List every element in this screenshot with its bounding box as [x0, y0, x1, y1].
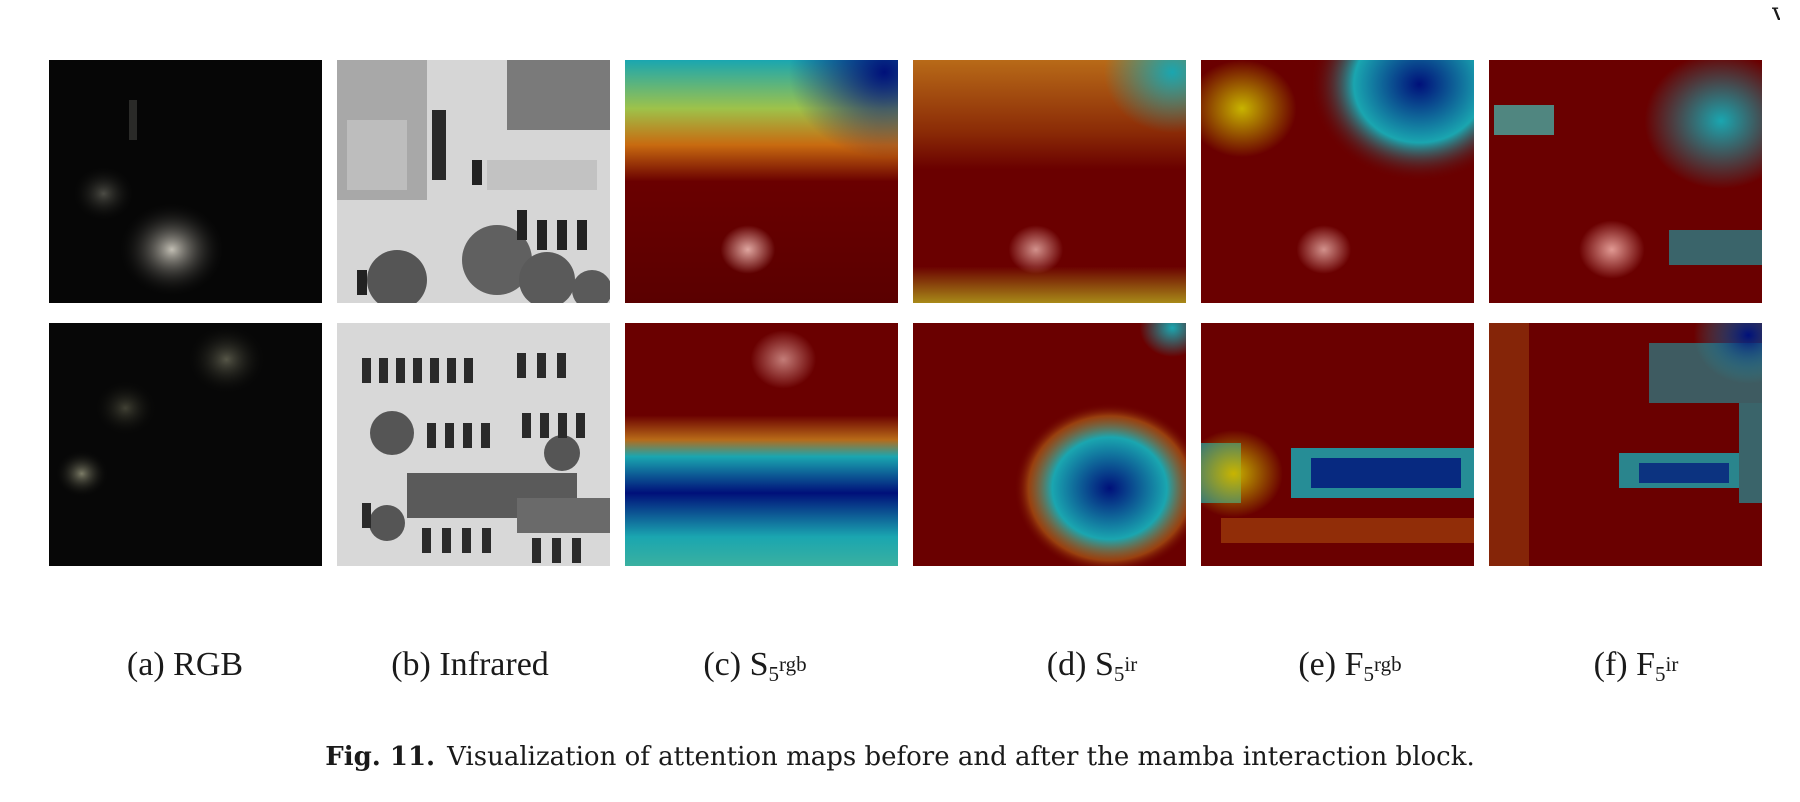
column-label-rgb: (a) RGB [126, 646, 244, 683]
rgb-image-2 [49, 323, 322, 566]
figure-number: Fig. 11. [325, 742, 436, 772]
panel-row2-f5-ir [1489, 323, 1762, 566]
caption-text: Visualization of attention maps before a… [447, 742, 1475, 772]
column-label-s5-ir: (d) S5ir [1046, 646, 1138, 686]
attention-map-s5-rgb-1 [625, 60, 898, 303]
attention-map-s5-ir-1 [913, 60, 1186, 303]
panel-row1-rgb [49, 60, 322, 303]
column-label-s5-rgb: (c) S5rgb [703, 646, 807, 686]
figure-caption: Fig. 11. Visualization of attention maps … [0, 742, 1800, 772]
column-label-f5-rgb: (e) F5rgb [1298, 646, 1402, 686]
panel-row2-infrared [337, 323, 610, 566]
infrared-image-2 [337, 323, 610, 566]
panel-row1-f5-ir [1489, 60, 1762, 303]
attention-map-f5-ir-1 [1489, 60, 1762, 303]
rgb-image-1 [49, 60, 322, 303]
panel-row2-s5-rgb [625, 323, 898, 566]
attention-map-f5-rgb-1 [1201, 60, 1474, 303]
attention-map-s5-rgb-2 [625, 323, 898, 566]
column-label-f5-ir: (f) F5ir [1593, 646, 1679, 686]
figure-grid [49, 60, 1762, 566]
attention-map-f5-ir-2 [1489, 323, 1762, 566]
attention-map-s5-ir-2 [913, 323, 1186, 566]
panel-row2-f5-rgb [1201, 323, 1474, 566]
panel-row1-f5-rgb [1201, 60, 1474, 303]
page-corner-fragment: y [1772, 6, 1780, 20]
attention-map-f5-rgb-2 [1201, 323, 1474, 566]
panel-row2-rgb [49, 323, 322, 566]
panel-row1-s5-rgb [625, 60, 898, 303]
panel-row1-infrared [337, 60, 610, 303]
column-label-infrared: (b) Infrared [391, 646, 549, 683]
panel-row1-s5-ir [913, 60, 1186, 303]
panel-row2-s5-ir [913, 323, 1186, 566]
infrared-image-1 [337, 60, 610, 303]
